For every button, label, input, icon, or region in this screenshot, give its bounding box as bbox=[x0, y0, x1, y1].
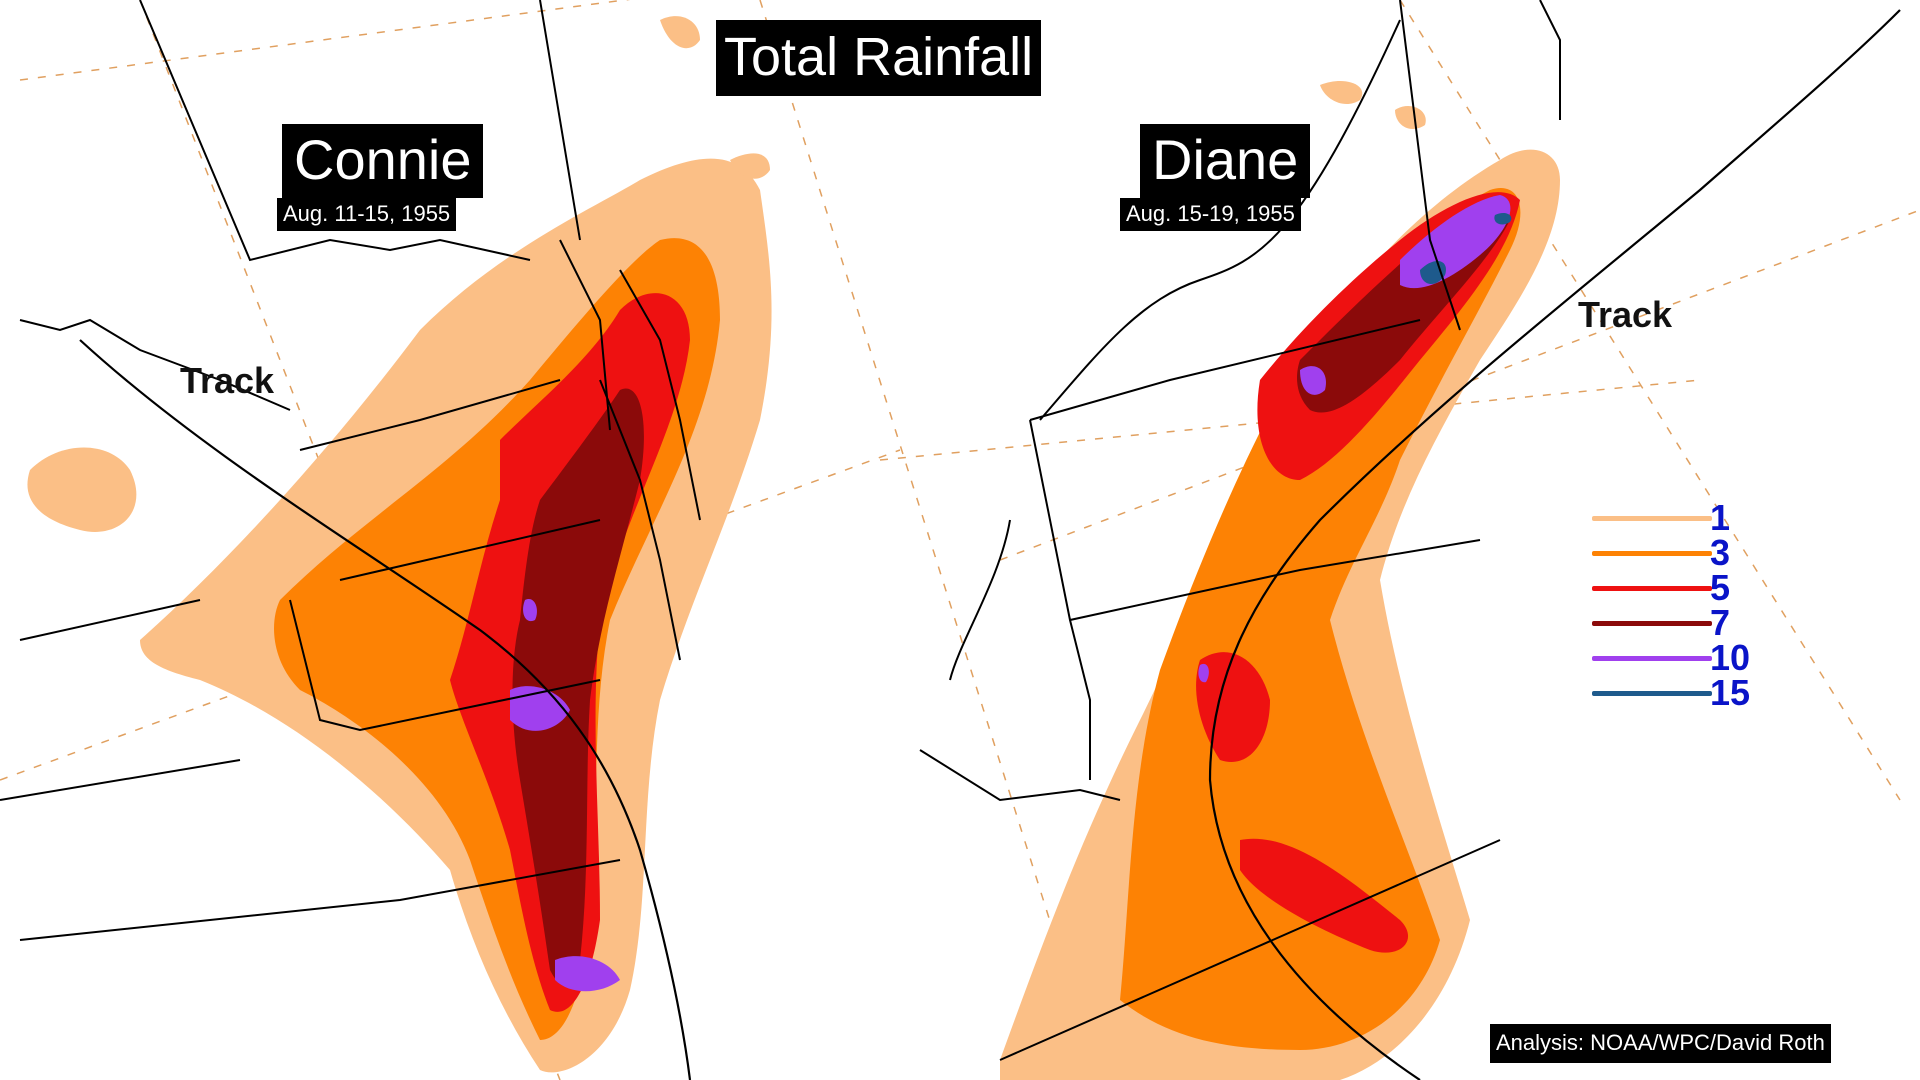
diane-track-line bbox=[1208, 9, 1901, 1080]
analysis-credit: Analysis: NOAA/WPC/David Roth bbox=[1490, 1024, 1831, 1063]
diane-borders bbox=[919, 0, 1561, 1061]
legend-item: 5 bbox=[1592, 567, 1762, 608]
legend-item: 3 bbox=[1592, 532, 1762, 573]
legend-swatch bbox=[1592, 691, 1712, 696]
legend-item: 7 bbox=[1592, 602, 1762, 643]
legend-value: 7 bbox=[1710, 602, 1731, 643]
rainfall-legend: 1 3 5 7 10 15 bbox=[1592, 497, 1762, 713]
legend-value: 5 bbox=[1710, 567, 1731, 608]
legend-swatch bbox=[1592, 516, 1712, 521]
diane-rainfall bbox=[1000, 80, 1560, 1080]
storm-tracks bbox=[79, 9, 1901, 1080]
connie-10in-area bbox=[510, 686, 570, 731]
connie-storm-name: Connie bbox=[282, 124, 484, 198]
legend-item: 10 bbox=[1592, 637, 1762, 678]
borders bbox=[0, 0, 1561, 1061]
legend-swatch bbox=[1592, 621, 1712, 626]
legend-swatch bbox=[1592, 551, 1712, 556]
connie-borders bbox=[0, 0, 701, 941]
legend-swatch bbox=[1592, 586, 1712, 591]
legend-item: 1 bbox=[1592, 497, 1762, 538]
legend-value: 15 bbox=[1710, 672, 1751, 713]
legend-item: 15 bbox=[1592, 672, 1762, 713]
diane-storm-dates: Aug. 15-19, 1955 bbox=[1120, 198, 1301, 231]
legend-swatch bbox=[1592, 656, 1712, 661]
connie-track-label: Track bbox=[180, 360, 275, 401]
diane-storm-name: Diane bbox=[1140, 124, 1311, 198]
connie-storm-dates: Aug. 11-15, 1955 bbox=[277, 198, 457, 231]
connie-track-line bbox=[79, 339, 692, 1080]
connie-rainfall bbox=[27, 16, 772, 1073]
diane-track-label: Track bbox=[1578, 294, 1673, 335]
map-title: Total Rainfall bbox=[716, 20, 1042, 96]
legend-value: 3 bbox=[1710, 532, 1731, 573]
legend-value: 1 bbox=[1710, 497, 1731, 538]
legend-value: 10 bbox=[1710, 637, 1751, 678]
connie-7in-area bbox=[512, 388, 644, 984]
